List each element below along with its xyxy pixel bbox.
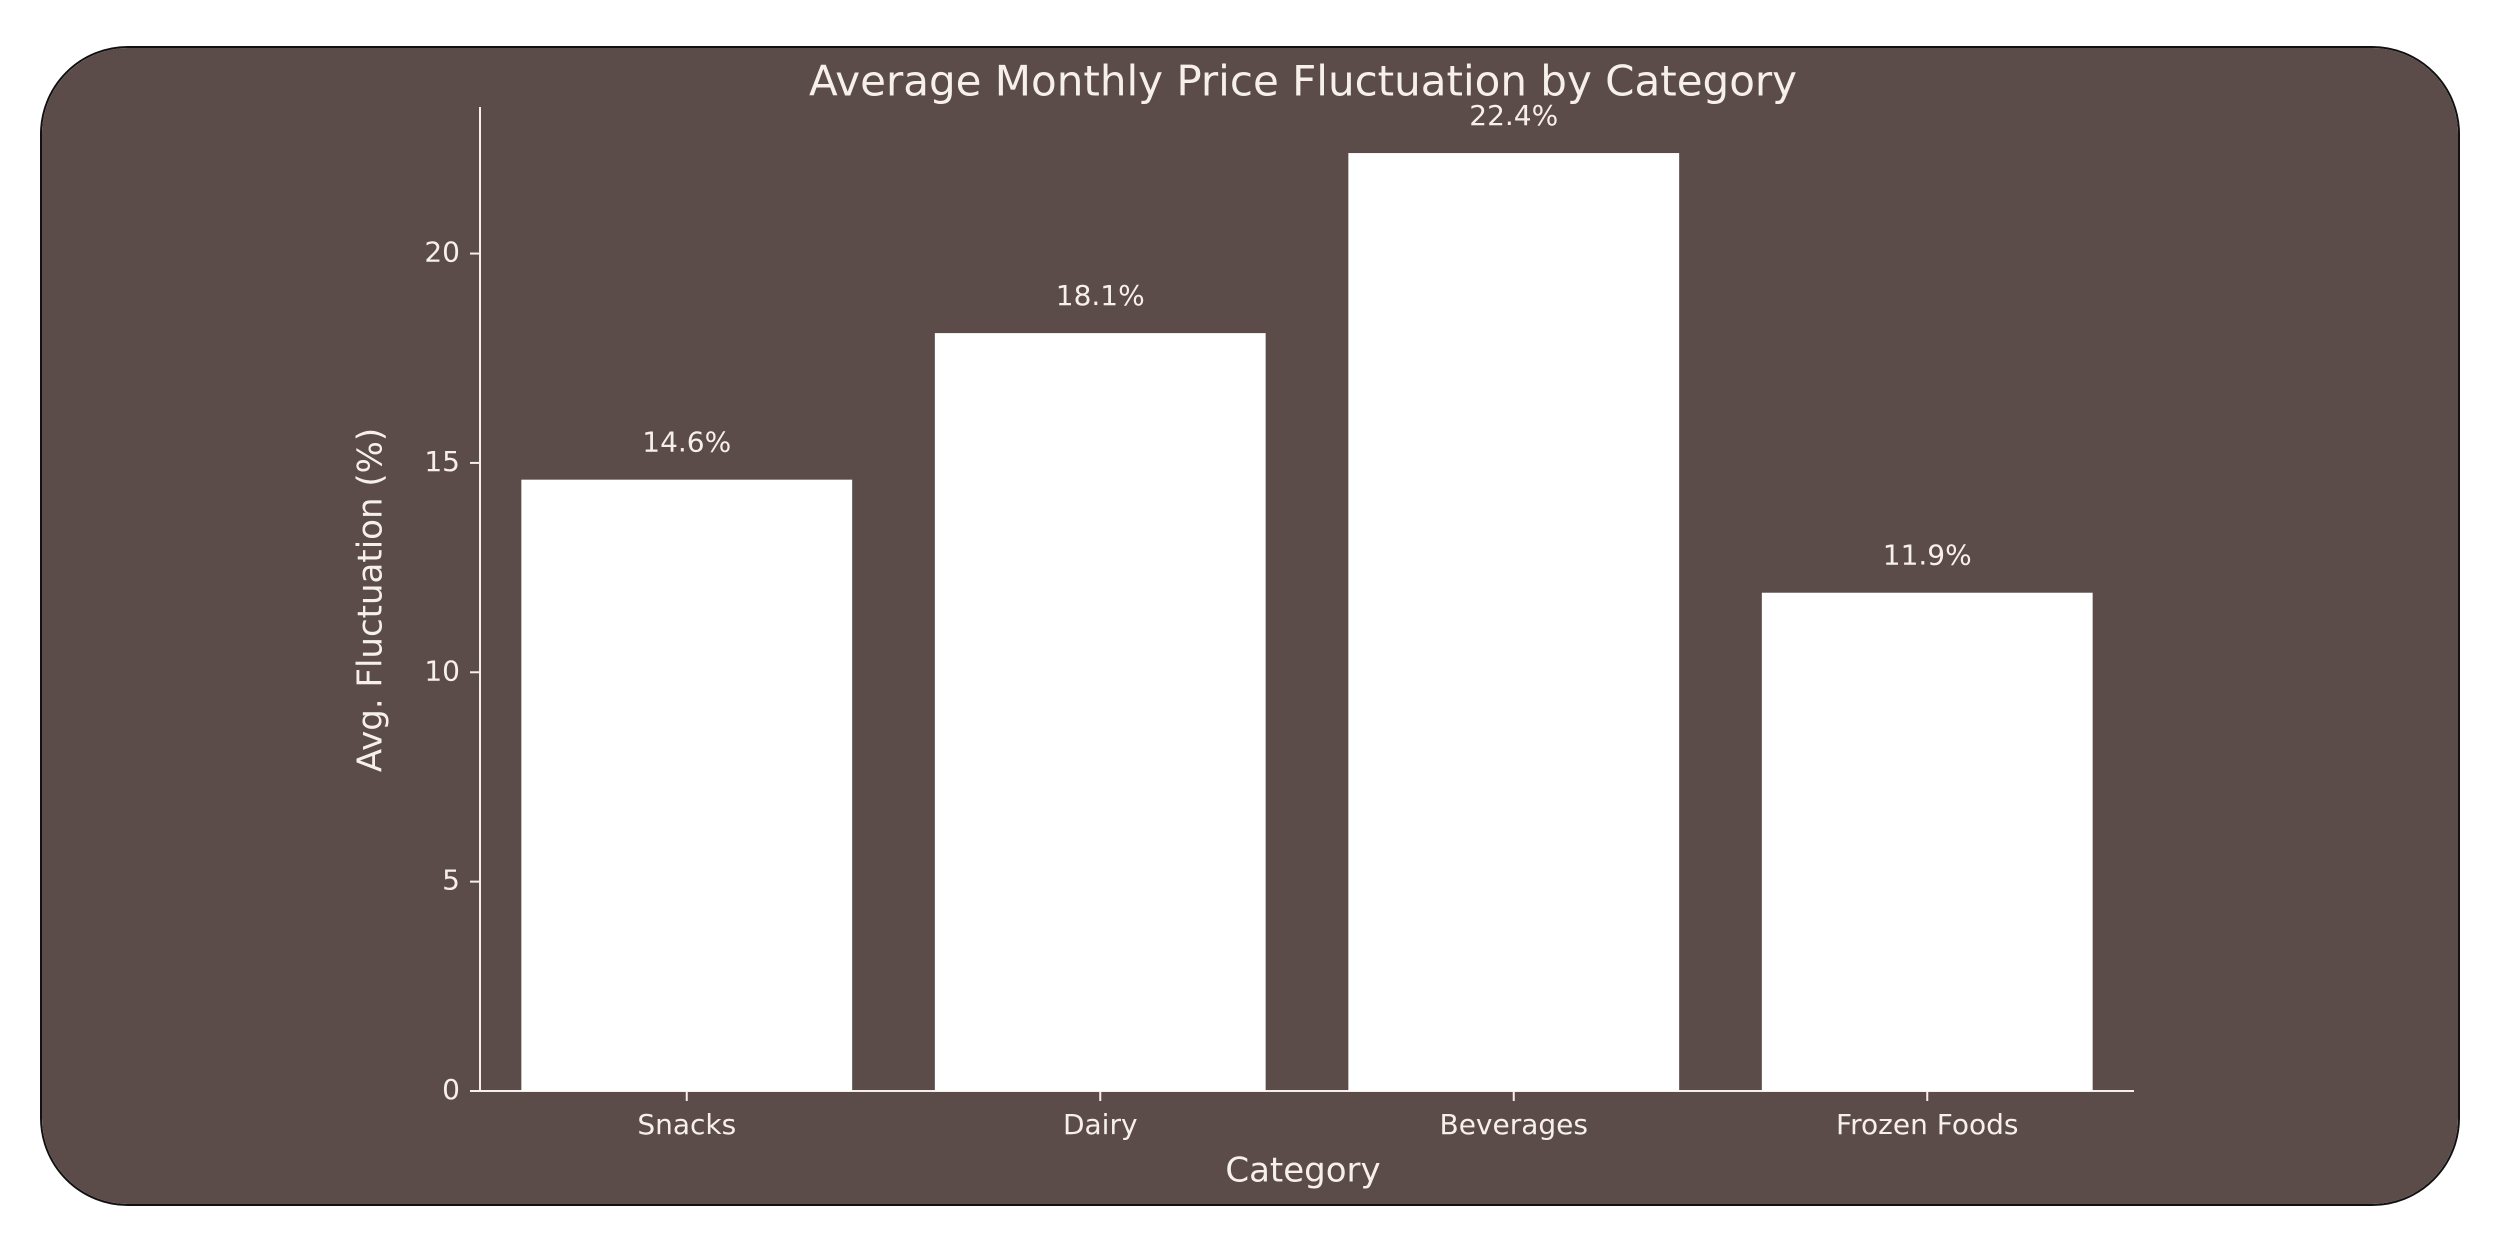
chart-title: Average Monthly Price Fluctuation by Cat… xyxy=(809,57,1797,106)
y-tick-label: 0 xyxy=(442,1073,460,1106)
value-label: 14.6% xyxy=(642,426,731,459)
y-tick-label: 10 xyxy=(424,654,460,687)
chart-panel: Average Monthly Price Fluctuation by Cat… xyxy=(40,46,2460,1206)
y-axis-label: Avg. Fluctuation (%) xyxy=(351,428,391,772)
value-label: 11.9% xyxy=(1883,539,1972,572)
bar-chart: Average Monthly Price Fluctuation by Cat… xyxy=(42,48,2458,1204)
bar-beverages xyxy=(1348,153,1680,1091)
x-tick-label: Beverages xyxy=(1440,1108,1589,1141)
bar-snacks xyxy=(521,479,853,1091)
value-label: 18.1% xyxy=(1056,279,1145,312)
x-tick-label: Snacks xyxy=(637,1108,736,1141)
y-tick-label: 15 xyxy=(424,445,460,478)
y-ticks: 0 5 10 15 20 xyxy=(424,236,480,1106)
x-tick-label: Dairy xyxy=(1063,1108,1138,1141)
x-ticks: Snacks Dairy Beverages Frozen Foods xyxy=(637,1091,2018,1141)
y-tick-label: 5 xyxy=(442,864,460,897)
bar-dairy xyxy=(934,333,1266,1092)
y-tick-label: 20 xyxy=(424,236,460,269)
x-axis-label: Category xyxy=(1225,1151,1380,1191)
x-tick-label: Frozen Foods xyxy=(1836,1108,2018,1141)
bar-frozen-foods xyxy=(1761,592,2093,1091)
bars xyxy=(521,153,2093,1092)
value-labels: 14.6% 18.1% 22.4% 11.9% xyxy=(642,99,1971,572)
value-label: 22.4% xyxy=(1469,99,1558,132)
